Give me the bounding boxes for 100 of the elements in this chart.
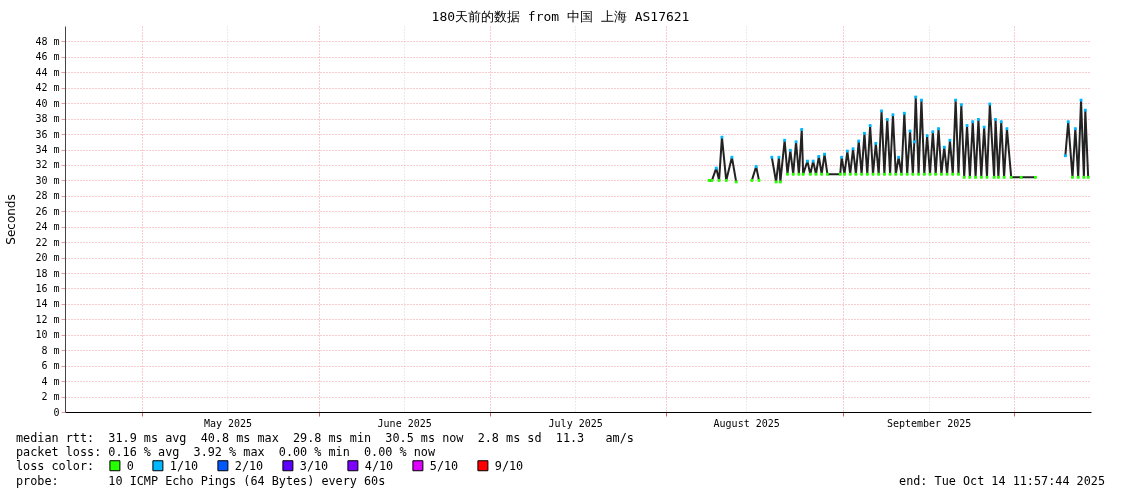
y-tick-label: 44 m <box>35 66 60 78</box>
point <box>865 172 869 176</box>
legend-label: 1/10 <box>169 458 199 473</box>
y-tick-label: 2 m <box>41 391 60 403</box>
y-tick-label: 6 m <box>41 360 60 372</box>
point <box>897 155 901 159</box>
point <box>817 155 821 158</box>
point <box>1073 127 1077 131</box>
point <box>797 172 801 176</box>
text: median rtt: 31.9 ms avg 40.8 ms max 29.8 ms min 30.5 ms now 2.8 ms sd 11.3 am/s <box>16 431 634 445</box>
y-tick-label: 20 m <box>35 252 60 264</box>
y-tick-label: 12 m <box>35 313 60 325</box>
y-tick-label: 24 m <box>35 221 60 233</box>
text: end: Tue Oct 14 11:57:44 2025 <box>899 474 1105 489</box>
point <box>1082 175 1086 179</box>
point <box>808 172 812 176</box>
y-tick-label: 18 m <box>35 267 60 279</box>
y-tick-label: 40 m <box>35 97 60 109</box>
point <box>860 172 863 176</box>
point <box>922 172 926 176</box>
point <box>992 175 996 179</box>
point <box>951 172 955 176</box>
legend-label: 2/10 <box>234 458 264 473</box>
point <box>1076 175 1080 179</box>
point <box>974 175 977 179</box>
point <box>894 172 898 176</box>
point <box>825 172 829 176</box>
point <box>1019 175 1023 179</box>
point <box>786 172 789 176</box>
point <box>954 98 958 102</box>
y-tick-label: 34 m <box>35 144 60 156</box>
point <box>801 172 805 176</box>
y-tick-label: 26 m <box>35 205 60 217</box>
x-tick-label: July 2025 <box>548 417 603 429</box>
y-tick-label: 10 m <box>35 329 60 341</box>
point <box>848 172 852 176</box>
point <box>717 178 721 182</box>
point <box>800 128 804 131</box>
point <box>877 172 881 176</box>
point <box>882 172 886 176</box>
point <box>806 159 809 163</box>
point <box>994 118 997 121</box>
y-tick-label: 32 m <box>35 159 60 171</box>
point <box>750 178 754 182</box>
text: probe: 10 ICMP Echo Pings (64 Bytes) every 60s <box>16 474 386 489</box>
point <box>1083 108 1087 112</box>
point <box>868 124 872 127</box>
point <box>820 172 824 176</box>
x-tick-label: June 2025 <box>377 417 432 429</box>
legend-title: loss color: <box>16 458 95 473</box>
y-tick-label: 46 m <box>35 51 60 63</box>
point <box>971 120 975 124</box>
y-tick-label: 14 m <box>35 298 60 310</box>
x-tick-label: August 2025 <box>713 417 780 429</box>
point <box>863 131 866 135</box>
point <box>939 172 943 176</box>
point <box>811 159 815 163</box>
point <box>996 175 1000 179</box>
point <box>770 155 774 159</box>
legend-label: 3/10 <box>299 458 329 473</box>
point <box>823 152 826 156</box>
point <box>1066 120 1070 124</box>
y-tick-label: 4 m <box>41 375 60 387</box>
point <box>912 140 916 144</box>
point <box>945 172 949 176</box>
point <box>783 138 787 142</box>
legend-label: 9/10 <box>494 458 524 473</box>
point <box>920 98 923 102</box>
point <box>925 134 929 138</box>
point <box>911 172 915 176</box>
point <box>838 172 842 176</box>
y-axis-title: Seconds <box>3 194 18 245</box>
point <box>937 127 940 131</box>
point <box>1034 175 1037 179</box>
point <box>942 145 946 149</box>
point <box>724 178 728 182</box>
point <box>854 172 858 176</box>
point <box>788 148 792 152</box>
y-tick-label: 42 m <box>35 82 60 94</box>
point <box>874 141 878 145</box>
y-tick-label: 36 m <box>35 128 60 140</box>
y-tick-label: 16 m <box>35 282 60 294</box>
legend-label: 5/10 <box>429 458 459 473</box>
point <box>999 120 1003 124</box>
point <box>934 172 938 176</box>
y-tick-label: 0 <box>53 406 60 418</box>
point <box>902 111 906 115</box>
point <box>1086 175 1090 179</box>
point <box>977 118 980 121</box>
legend-label: 4/10 <box>364 458 394 473</box>
point <box>840 155 844 159</box>
point <box>885 118 889 121</box>
point <box>982 125 986 129</box>
point <box>1009 175 1013 179</box>
point <box>730 155 734 159</box>
point <box>1002 175 1006 179</box>
point <box>968 175 972 179</box>
chart-title: 180天前的数据 from 中国 上海 AS17621 <box>431 9 690 24</box>
point <box>900 172 903 176</box>
y-tick-label: 48 m <box>35 35 60 47</box>
